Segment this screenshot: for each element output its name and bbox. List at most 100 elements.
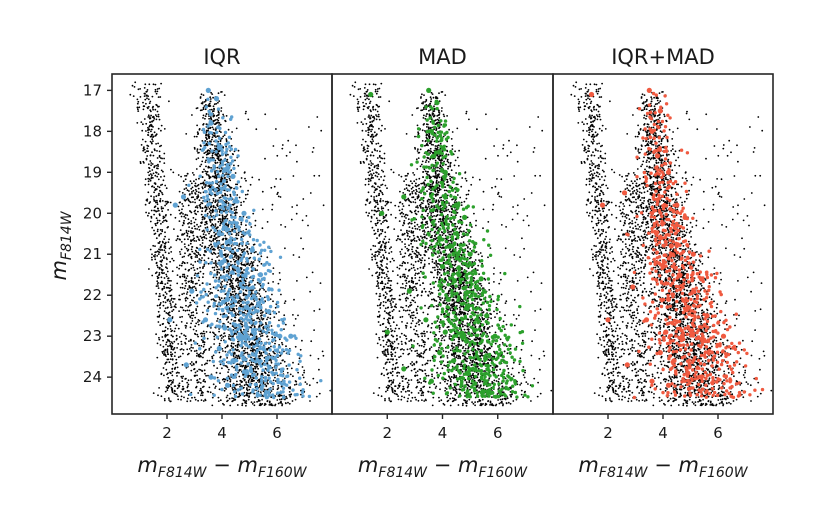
background-point [218,260,220,262]
background-point [186,293,188,295]
background-point [227,281,229,283]
background-point [147,116,149,118]
background-point [149,116,151,118]
background-point [180,176,182,178]
background-point [189,315,191,317]
highlight-point [269,305,272,308]
background-point [161,282,163,284]
background-point [178,328,180,330]
background-point [172,301,174,303]
background-point [231,397,233,399]
background-point [232,346,234,348]
background-point [191,197,193,199]
background-point [286,365,288,367]
background-point [266,382,268,384]
background-point [171,330,173,332]
background-point [305,381,307,383]
background-point [182,283,184,285]
highlight-point [233,220,236,223]
background-point [188,314,190,316]
background-point [265,385,267,387]
background-point [192,264,194,266]
background-point [200,389,202,391]
background-point [224,216,226,218]
background-point [157,222,159,224]
background-point [259,333,261,335]
highlight-point [260,385,263,388]
highlight-point [275,372,278,375]
highlight-point [245,343,248,346]
background-point [210,98,212,100]
highlight-point [225,148,228,151]
highlight-point-large [228,239,233,244]
background-point [179,316,181,318]
background-point [500,338,502,340]
background-point [258,179,260,181]
background-point [166,341,168,343]
background-point [225,347,227,349]
background-point [260,355,262,357]
background-point [249,284,251,286]
background-point [219,154,221,156]
background-point [161,206,163,208]
background-point [251,263,253,265]
background-point [165,344,167,346]
highlight-point [221,174,224,177]
background-point [155,211,157,213]
background-point [298,256,300,258]
background-point [450,349,452,351]
background-point [282,144,284,146]
highlight-point [228,350,231,353]
background-point [166,263,168,265]
background-point [185,338,187,340]
background-point [170,169,172,171]
background-point [187,310,189,312]
background-point [151,217,153,219]
highlight-point [224,131,227,134]
highlight-point [241,190,244,193]
highlight-point [207,301,210,304]
background-point [260,404,262,406]
background-point [190,323,192,325]
background-point [432,144,434,146]
background-point [190,400,192,402]
highlight-point [251,390,254,393]
highlight-point [212,360,215,363]
background-point [475,220,477,222]
background-point [257,254,259,256]
background-point [221,297,223,299]
highlight-point [256,394,259,397]
background-point [172,172,174,174]
background-point [223,272,225,274]
background-point [162,340,164,342]
background-point [158,321,160,323]
background-point [164,205,166,207]
background-point [165,214,167,216]
background-point [250,226,252,228]
background-point [179,202,181,204]
highlight-point [217,284,220,287]
background-point [296,161,298,163]
background-point [212,155,214,157]
background-point [254,284,256,286]
background-point [251,325,253,327]
background-point [147,127,149,129]
background-point [195,179,197,181]
highlight-point [270,371,273,374]
background-point [194,199,196,201]
background-point [165,391,167,393]
y-tick-label: 22 [83,286,102,304]
background-point [262,191,264,193]
background-point [205,363,207,365]
background-point [155,183,157,185]
background-point [181,208,183,210]
background-point [232,285,234,287]
background-point [278,311,280,313]
background-point [197,336,199,338]
background-point [158,128,160,130]
background-point [270,346,272,348]
background-point [230,275,232,277]
background-point [284,226,286,228]
highlight-point [228,232,231,235]
